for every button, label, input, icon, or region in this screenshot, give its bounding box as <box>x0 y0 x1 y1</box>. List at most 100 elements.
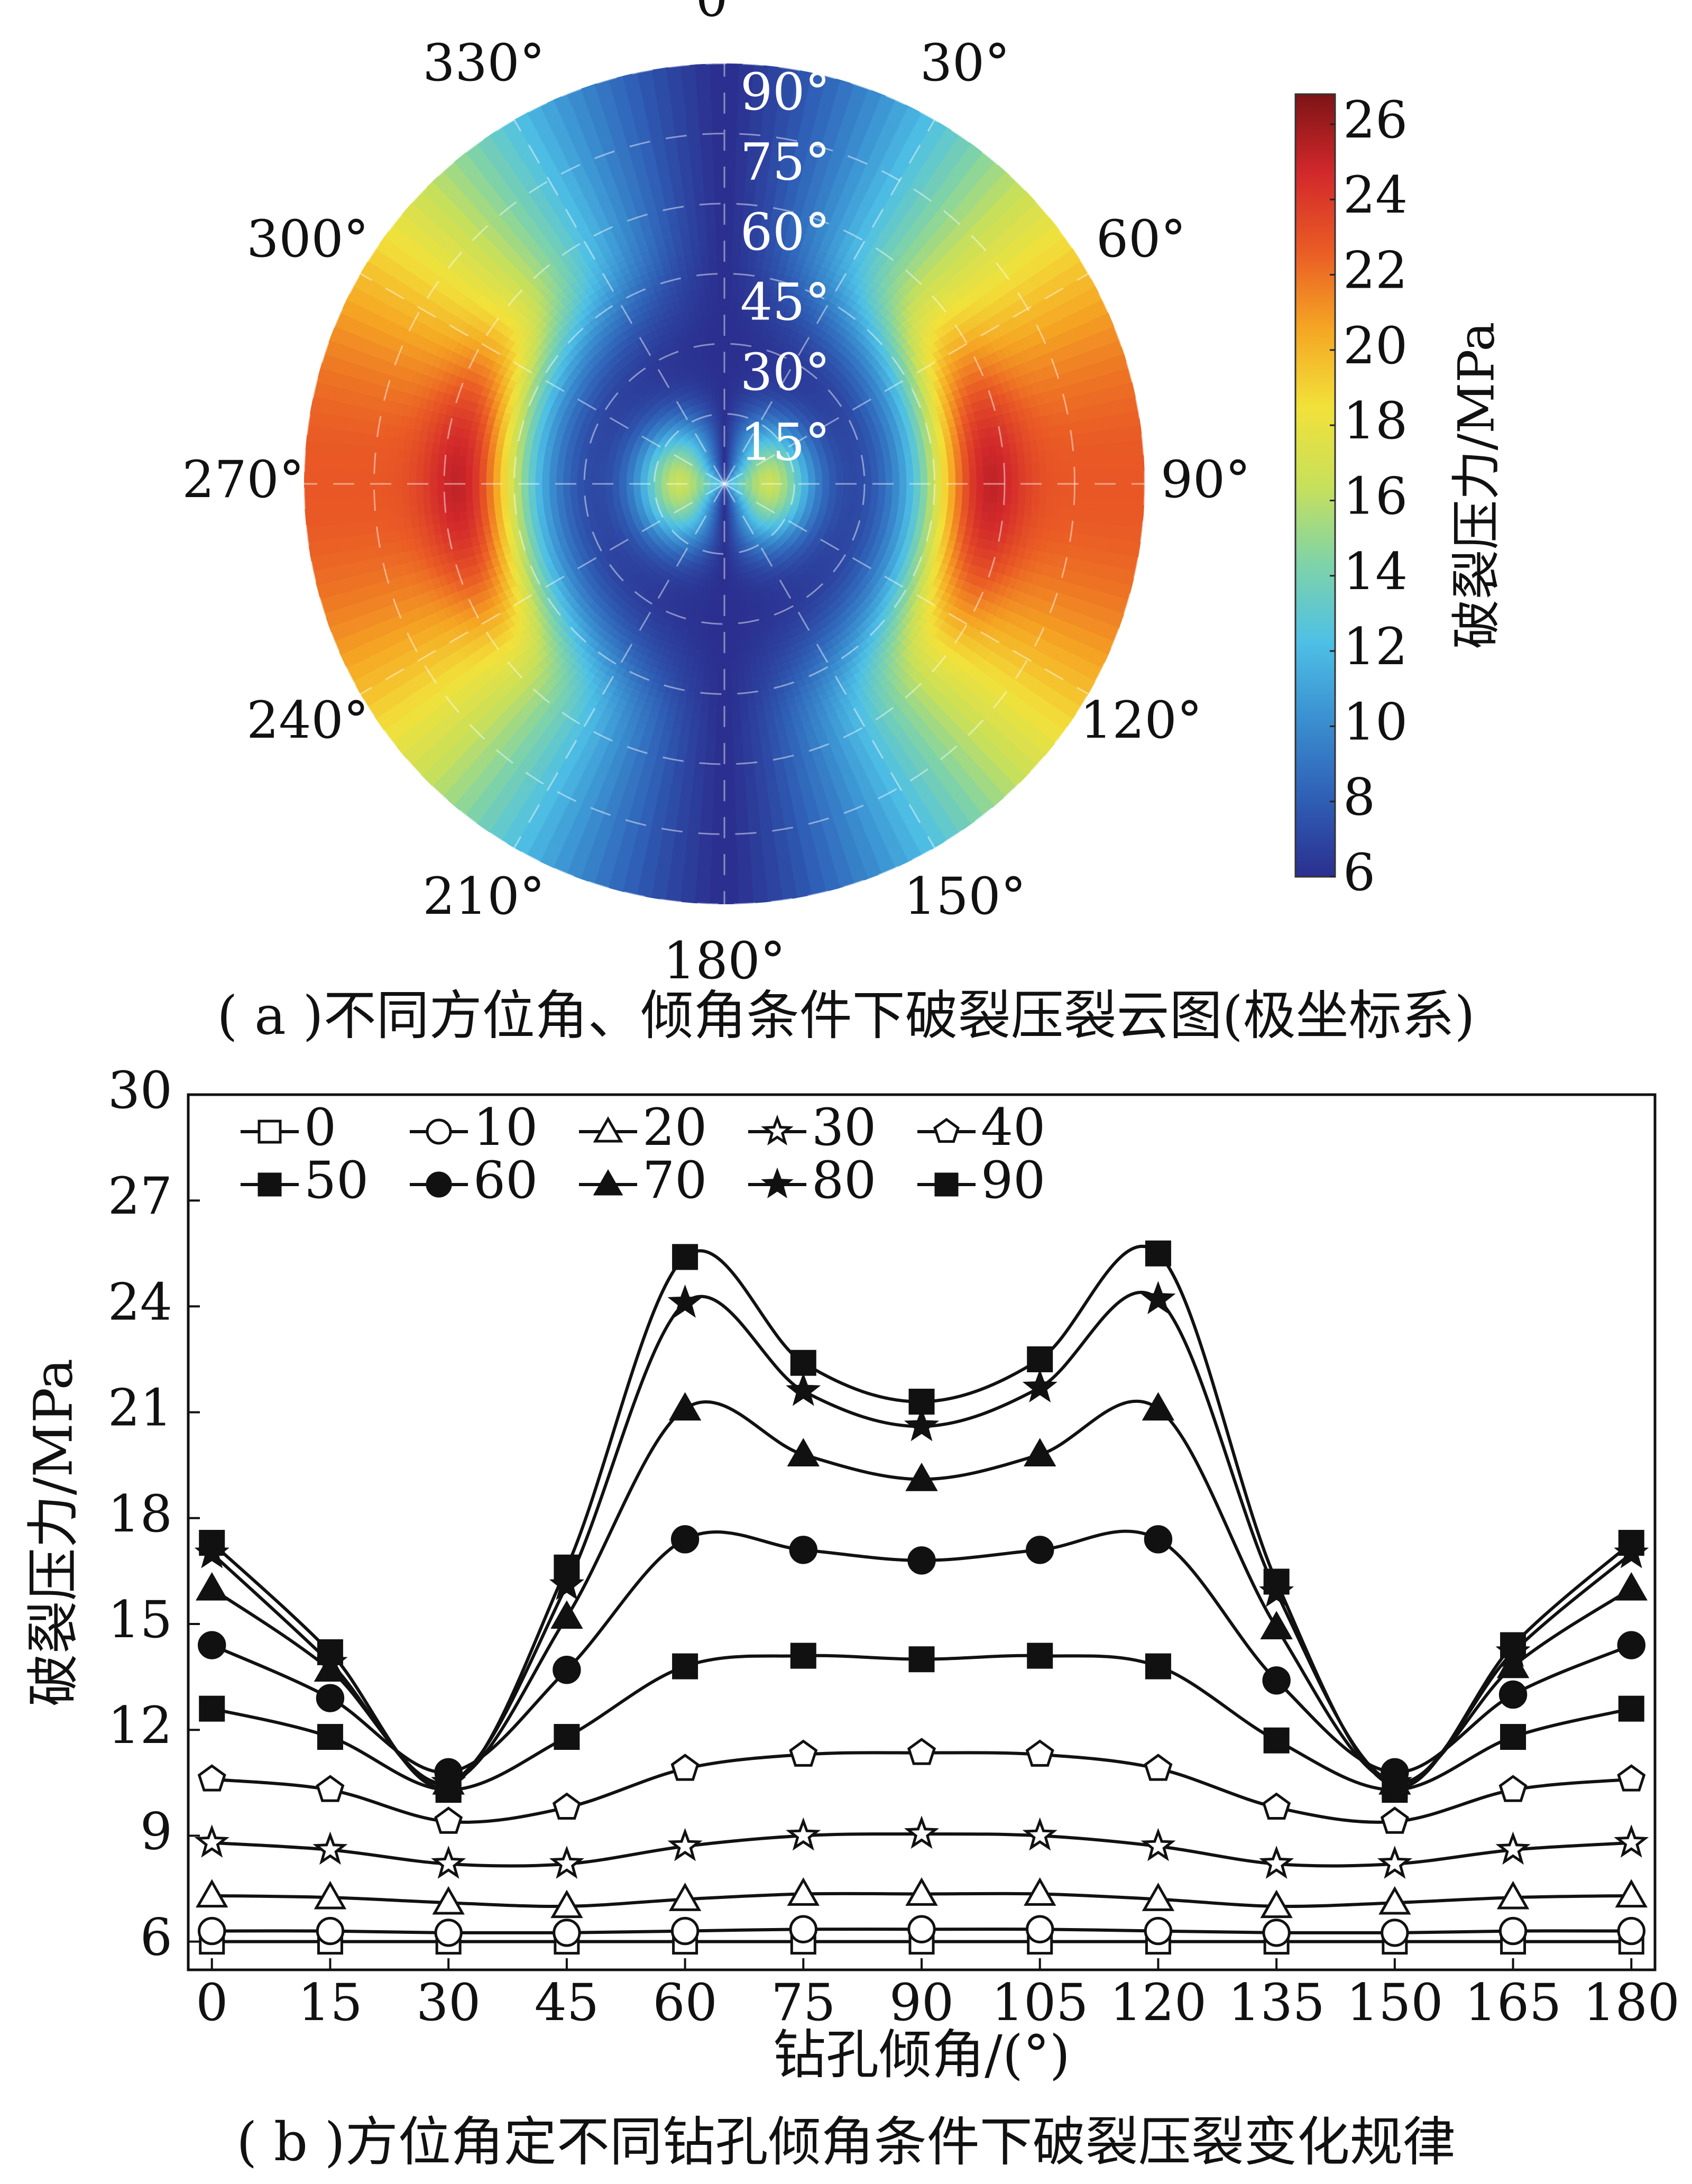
polar-cell <box>702 497 709 503</box>
polar-cell <box>718 479 724 484</box>
polar-cell <box>729 489 735 494</box>
polar-cell <box>743 447 749 455</box>
polar-cell <box>712 488 719 493</box>
polar-cell <box>716 497 720 504</box>
polar-cell <box>741 467 748 473</box>
polar-cell <box>719 470 723 478</box>
polar-cell <box>730 464 734 472</box>
polar-cell <box>724 479 730 484</box>
polar-cell <box>705 453 711 461</box>
polar-cell <box>692 495 700 500</box>
polar-cell <box>694 463 702 469</box>
polar-cell <box>738 478 746 481</box>
polar-cell <box>705 507 711 515</box>
polar-cell <box>710 451 714 458</box>
polar-cell <box>729 473 734 479</box>
polar-cell <box>711 495 717 502</box>
polar-cell <box>735 501 741 508</box>
polar-cell <box>712 487 719 492</box>
polar-cell <box>711 477 719 481</box>
polar-cell <box>715 464 720 471</box>
polar-cell <box>736 472 743 477</box>
polar-cell <box>718 479 724 484</box>
polar-cell <box>748 498 756 503</box>
polar-cell <box>726 504 729 512</box>
polar-cell <box>704 507 710 514</box>
polar-cell <box>729 504 732 512</box>
polar-cell <box>743 458 750 465</box>
polar-cell <box>731 479 739 482</box>
polar-cell <box>704 453 710 461</box>
polar-cell <box>724 478 730 484</box>
polar-cell <box>727 471 732 478</box>
polar-cell <box>705 473 712 478</box>
polar-cell <box>724 478 730 484</box>
polar-cell <box>716 471 721 479</box>
polar-cell <box>731 486 738 490</box>
polar-cell <box>724 484 725 492</box>
polar-cell <box>728 472 733 479</box>
polar-cell <box>698 493 706 498</box>
polar-cell <box>704 499 711 505</box>
polar-cell <box>717 490 721 497</box>
polar-cell <box>719 484 724 490</box>
polar-cell <box>737 500 743 507</box>
polar-cell <box>742 469 749 474</box>
polar-cell <box>720 470 723 478</box>
polar-cell <box>719 478 724 484</box>
polar-cell <box>691 469 699 474</box>
polar-cell <box>714 489 720 495</box>
polar-cell <box>711 509 715 518</box>
polar-cell <box>711 476 719 481</box>
polar-cell <box>730 487 738 491</box>
polar-cell <box>749 495 757 500</box>
polar-cell <box>698 492 706 497</box>
polar-cell <box>729 473 735 479</box>
polar-cell <box>713 465 718 472</box>
polar-cell <box>711 502 716 510</box>
polar-cell <box>699 493 706 498</box>
polar-cell <box>737 461 743 468</box>
polar-cell <box>733 443 737 451</box>
polar-cell <box>741 455 747 462</box>
polar-cell <box>738 499 743 506</box>
polar-cell <box>711 486 718 490</box>
polar-cell <box>714 473 720 479</box>
polar-cell <box>721 477 724 484</box>
polar-cell <box>721 476 724 484</box>
polar-cell <box>697 474 705 478</box>
polar-cell <box>710 494 715 501</box>
polar-cell <box>743 471 751 476</box>
polar-cell <box>693 498 701 503</box>
polar-cell <box>716 471 721 478</box>
polar-cell <box>719 484 724 490</box>
polar-cell <box>721 477 724 484</box>
polar-cell <box>689 475 697 478</box>
polar-cell <box>724 482 732 484</box>
polar-cell <box>728 497 731 505</box>
polar-cell <box>707 452 713 460</box>
polar-cell <box>718 470 722 478</box>
polar-cell <box>719 463 722 471</box>
polar-cell <box>738 507 743 515</box>
polar-cell <box>723 448 725 456</box>
polar-cell <box>735 492 742 498</box>
polar-cell <box>729 488 735 494</box>
polar-cell <box>702 455 709 462</box>
polar-cell <box>754 461 761 467</box>
polar-cell <box>695 500 703 506</box>
polar-cell <box>711 487 719 491</box>
polar-cell <box>701 466 708 472</box>
polar-cell <box>710 467 716 474</box>
polar-cell <box>721 470 723 478</box>
polar-cell <box>701 505 707 512</box>
polar-cell <box>729 463 732 471</box>
polar-cell <box>749 468 757 473</box>
polar-cell <box>701 466 708 472</box>
polar-cell <box>758 475 767 479</box>
polar-cell <box>719 455 722 463</box>
polar-cell <box>737 452 742 460</box>
polar-cell <box>758 472 766 476</box>
polar-cell <box>720 477 724 484</box>
polar-cell <box>690 491 698 495</box>
